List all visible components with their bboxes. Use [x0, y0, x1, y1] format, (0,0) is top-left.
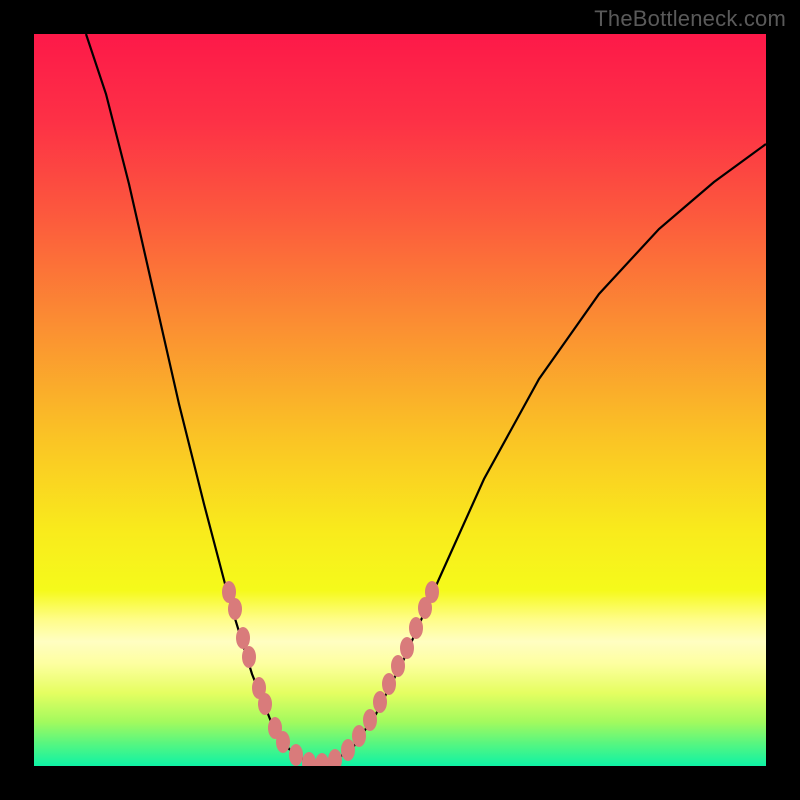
data-marker — [391, 655, 405, 677]
data-marker — [258, 693, 272, 715]
data-marker — [289, 744, 303, 766]
data-marker — [382, 673, 396, 695]
plot-area — [34, 34, 766, 766]
data-marker — [341, 739, 355, 761]
data-marker — [363, 709, 377, 731]
curve-layer — [34, 34, 766, 766]
data-marker — [236, 627, 250, 649]
data-marker — [352, 725, 366, 747]
data-marker — [409, 617, 423, 639]
data-marker — [425, 581, 439, 603]
data-marker — [302, 752, 316, 766]
data-marker — [276, 731, 290, 753]
data-marker — [373, 691, 387, 713]
data-marker — [228, 598, 242, 620]
data-marker — [242, 646, 256, 668]
v-curve — [86, 34, 766, 765]
marker-group — [222, 581, 439, 766]
data-marker — [400, 637, 414, 659]
data-marker — [315, 753, 329, 766]
watermark-text: TheBottleneck.com — [594, 6, 786, 32]
data-marker — [328, 749, 342, 766]
